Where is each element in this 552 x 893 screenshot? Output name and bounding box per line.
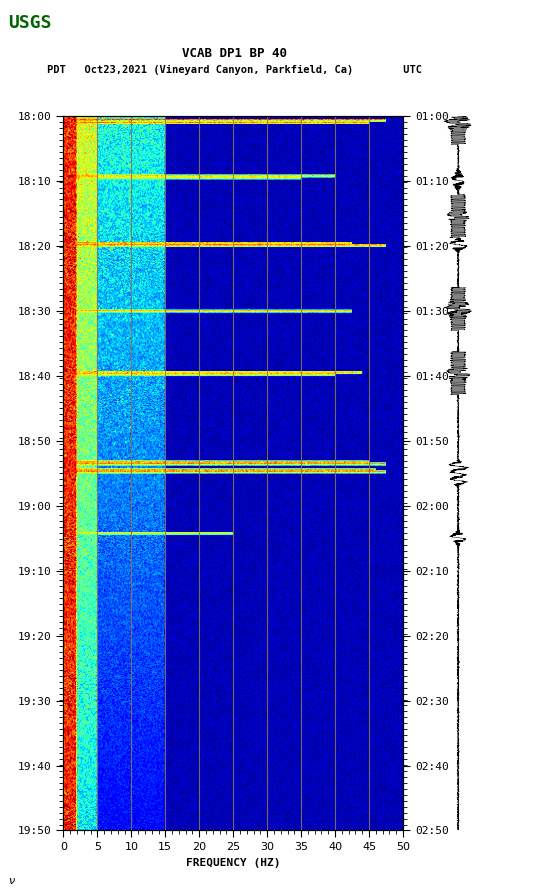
- Text: VCAB DP1 BP 40: VCAB DP1 BP 40: [182, 47, 287, 60]
- Text: $\nu$: $\nu$: [8, 876, 16, 886]
- Text: PDT   Oct23,2021 (Vineyard Canyon, Parkfield, Ca)        UTC: PDT Oct23,2021 (Vineyard Canyon, Parkfie…: [47, 64, 422, 75]
- Text: USGS: USGS: [8, 14, 52, 32]
- X-axis label: FREQUENCY (HZ): FREQUENCY (HZ): [186, 858, 280, 868]
